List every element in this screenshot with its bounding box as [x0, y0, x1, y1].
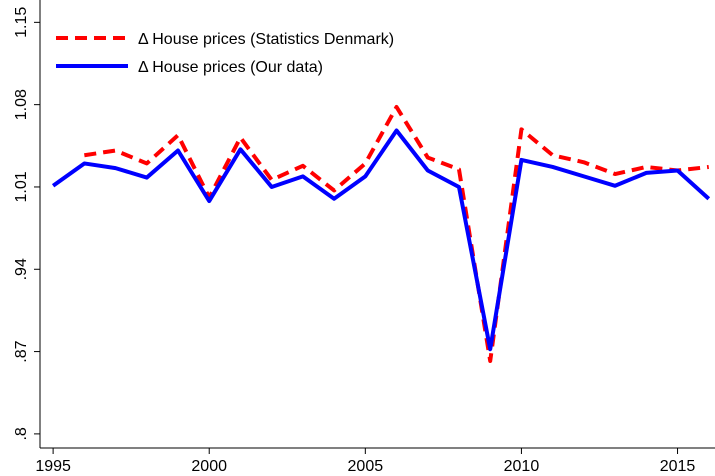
series-line — [84, 105, 709, 363]
y-tick-label: 1.01 — [13, 171, 30, 202]
y-tick-label: .8 — [13, 427, 30, 440]
y-tick-label: 1.08 — [13, 89, 30, 120]
x-tick-label: 2015 — [660, 458, 696, 475]
x-tick-label: 2005 — [348, 458, 384, 475]
legend-label: Δ House prices (Statistics Denmark) — [138, 31, 394, 48]
x-tick-label: 2000 — [191, 458, 227, 475]
y-tick-label: .94 — [13, 258, 30, 280]
y-tick-label: .87 — [13, 340, 30, 362]
x-tick-label: 2010 — [504, 458, 540, 475]
x-tick-label: 1995 — [35, 458, 71, 475]
legend-label: Δ House prices (Our data) — [138, 59, 323, 76]
y-tick-label: 1.15 — [13, 7, 30, 38]
series-line — [51, 128, 711, 352]
